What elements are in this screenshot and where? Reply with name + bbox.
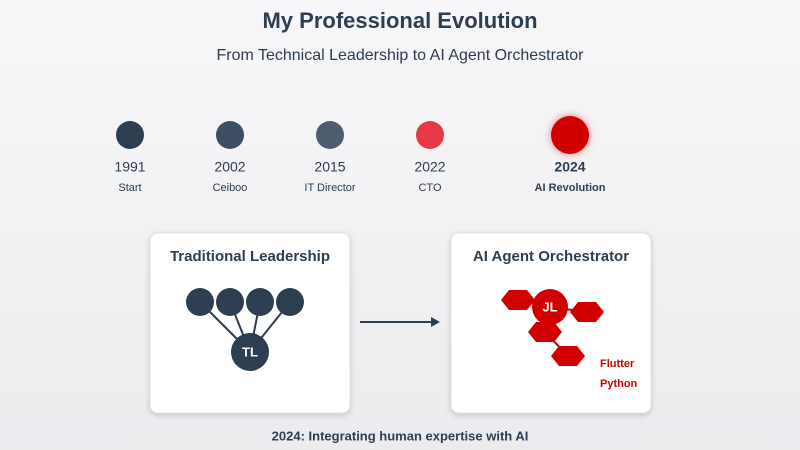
orchestrator-node: [532, 289, 568, 325]
subtitle: From Technical Leadership to AI Agent Or…: [216, 47, 584, 64]
tag: Python: [600, 378, 638, 390]
agent-nodes: [501, 290, 604, 366]
milestone-label: CTO: [418, 182, 441, 194]
footer: 2024: Integrating human expertise with A…: [272, 428, 529, 443]
team-nodes: [186, 288, 304, 316]
year: 1991: [114, 159, 145, 175]
tag: Flutter: [600, 358, 635, 370]
card-title: AI Agent Orchestrator: [473, 248, 629, 265]
year: 2024: [554, 159, 585, 175]
card: [149, 232, 351, 414]
arrow-head: [431, 317, 440, 327]
milestone: [216, 121, 244, 149]
milestone-label: Start: [118, 182, 141, 194]
milestone: [316, 121, 344, 149]
year: 2015: [314, 159, 345, 175]
milestone-current: [551, 116, 589, 154]
title: My Professional Evolution: [262, 8, 537, 33]
milestone-label: Ceiboo: [213, 182, 248, 194]
node-label: JL: [542, 299, 557, 314]
milestone: [416, 121, 444, 149]
card-title: Traditional Leadership: [170, 248, 330, 265]
milestone: [116, 121, 144, 149]
node-label: TL: [242, 344, 258, 359]
leader-node: [231, 333, 269, 371]
year: 2002: [214, 159, 245, 175]
year: 2022: [414, 159, 445, 175]
milestone-label: AI Revolution: [535, 182, 606, 194]
milestone-label: IT Director: [304, 182, 355, 194]
